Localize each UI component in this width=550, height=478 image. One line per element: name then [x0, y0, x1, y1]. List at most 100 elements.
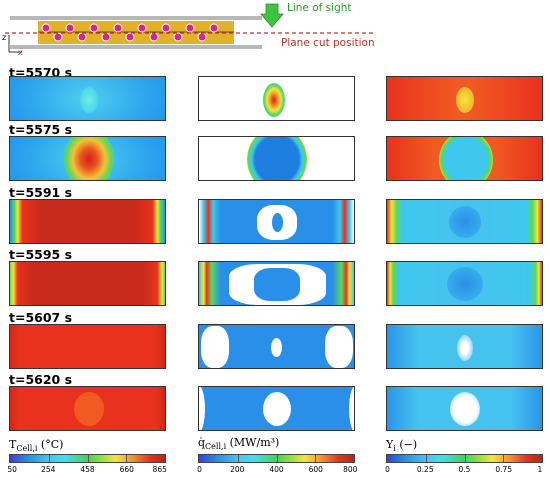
particle	[209, 23, 219, 33]
depleted-region-right	[349, 387, 354, 430]
heat-release-map-row3	[198, 199, 355, 244]
hot-spot	[80, 87, 98, 113]
mass-fraction-map-row6	[386, 386, 543, 431]
colorbar-title-heat-release: q̇Cell,i (MW/m³)	[198, 436, 279, 451]
particle	[173, 32, 183, 42]
colorbar-title-subscript: i	[393, 444, 396, 454]
colorbar-mass-fraction	[386, 454, 543, 463]
particle	[89, 23, 99, 33]
tick-label: 800	[343, 465, 358, 474]
axis-z-label: z	[2, 33, 7, 42]
tick-label: 865	[152, 465, 167, 474]
temperature-map-row5	[9, 324, 166, 369]
particle	[125, 32, 135, 42]
cool-core	[74, 392, 104, 426]
tick-label: 0	[385, 465, 390, 474]
mass-fraction-map-row5	[386, 324, 543, 369]
heat-release-map-row4	[198, 261, 355, 306]
colorbar-temperature	[9, 454, 166, 463]
time-label-row4: t=5595 s	[9, 247, 75, 262]
tick-label: 254	[41, 465, 56, 474]
time-label-row6: t=5620 s	[9, 372, 75, 387]
particle	[41, 23, 51, 33]
temperature-map-row6	[9, 386, 166, 431]
particle	[185, 23, 195, 33]
particle	[161, 23, 171, 33]
tick-label: 600	[308, 465, 323, 474]
schematic-top-plate	[10, 16, 262, 20]
time-label-row5: t=5607 s	[9, 310, 75, 325]
heat-release-map-row1	[198, 76, 355, 121]
colorbar-title-symbol: T	[9, 438, 17, 451]
particle	[53, 32, 63, 42]
tick-label: 0.25	[416, 465, 434, 474]
schematic-bottom-plate	[10, 45, 262, 49]
depleted-region-left	[199, 387, 205, 430]
particle	[197, 32, 207, 42]
colorbar-title-unit: (°C)	[37, 438, 64, 451]
temperature-map-row2	[9, 136, 166, 181]
particle	[149, 32, 159, 42]
colorbar-title-mass-fraction: Yi (−)	[386, 438, 417, 453]
conversion-spot	[457, 335, 473, 361]
colorbar-title-unit: (−)	[395, 438, 418, 451]
depleted-region-right	[325, 326, 353, 368]
particle	[77, 32, 87, 42]
line-of-sight-arrow-icon	[260, 3, 284, 28]
tick-label: 0	[197, 465, 202, 474]
colorbar-title-symbol: Y	[386, 438, 394, 451]
heat-release-map-row5	[198, 324, 355, 369]
particle	[65, 23, 75, 33]
reaction-front	[263, 83, 285, 117]
time-label-row2: t=5575 s	[9, 122, 75, 137]
conversion-spot	[449, 206, 481, 238]
conversion-spot	[456, 87, 474, 113]
schematic: z x Line of sight Plane cut position	[0, 0, 550, 62]
colorbar-title-temperature: TCell,i (°C)	[9, 438, 63, 453]
line-of-sight-label: Line of sight	[287, 2, 352, 14]
mass-fraction-map-row4	[386, 261, 543, 306]
depleted-core	[254, 268, 300, 301]
tick-label: 200	[230, 465, 245, 474]
colorbar-ticks-heat-release: 0 200 400 600 800	[197, 465, 358, 477]
colorbar-title-unit: (MW/m³)	[226, 436, 280, 449]
conversion-spot	[439, 137, 493, 180]
schematic-drawing	[5, 3, 375, 53]
mass-fraction-map-row3	[386, 199, 543, 244]
colorbar-heat-release	[198, 454, 355, 463]
temperature-map-row4	[9, 261, 166, 306]
mass-fraction-map-row2	[386, 136, 543, 181]
temperature-map-row3	[9, 199, 166, 244]
axis-x-label: x	[18, 48, 23, 57]
particle	[101, 32, 111, 42]
temperature-map-row1	[9, 76, 166, 121]
depleted-core	[263, 392, 291, 426]
heat-release-map-row6	[198, 386, 355, 431]
conversion-spot	[450, 392, 480, 426]
colorbar-ticks-temperature: 50 254 458 660 865	[7, 465, 167, 477]
depleted-core	[271, 338, 282, 357]
tick-label: 400	[269, 465, 284, 474]
particle	[113, 23, 123, 33]
depleted-region-left	[201, 326, 229, 368]
time-label-row3: t=5591 s	[9, 185, 75, 200]
plane-cut-label: Plane cut position	[281, 37, 375, 49]
tick-label: 660	[119, 465, 134, 474]
colorbar-title-subscript: Cell,i	[16, 444, 38, 454]
colorbar-ticks-mass-fraction: 0 0.25 0.5 0.75 1	[385, 465, 543, 477]
reaction-front	[247, 137, 307, 180]
schematic-particles	[41, 23, 219, 42]
tick-label: 1	[537, 465, 543, 474]
mass-fraction-map-row1	[386, 76, 543, 121]
depleted-core	[272, 213, 283, 232]
colorbar-title-symbol: q̇	[198, 436, 206, 449]
tick-label: 0.5	[458, 465, 471, 474]
tick-label: 50	[7, 465, 17, 474]
tick-label: 0.75	[495, 465, 513, 474]
heat-release-map-row2	[198, 136, 355, 181]
tick-label: 458	[80, 465, 95, 474]
hot-spot	[64, 137, 114, 180]
conversion-spot	[447, 267, 483, 301]
particle	[137, 23, 147, 33]
colorbar-title-subscript: Cell,i	[205, 442, 227, 452]
